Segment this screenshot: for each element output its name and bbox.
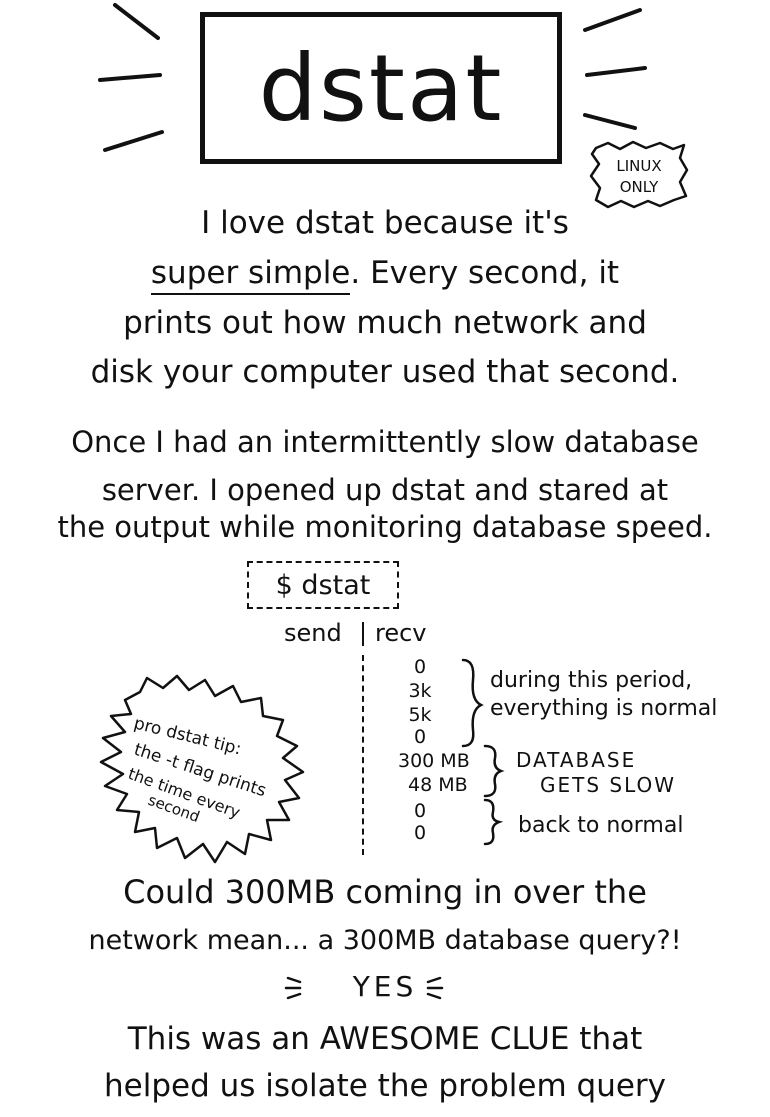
ray-right-2 (585, 66, 647, 77)
note-slow-1: DATABASE (516, 748, 637, 772)
story-line-1: Once I had an intermittently slow databa… (71, 425, 699, 459)
story-line-3: the output while monitoring database spe… (57, 510, 713, 544)
conclusion-line-2: helped us isolate the problem query (103, 1068, 667, 1104)
note-slow-2: GETS SLOW (540, 773, 677, 797)
title-rays (98, 3, 647, 152)
recv-value-4: 0 (413, 726, 427, 748)
yes-exclaim: YES (352, 970, 418, 1003)
recv-value-8: 0 (413, 822, 427, 844)
brace-normal (461, 658, 484, 748)
question-line-2: network mean... a 300MB database query?! (88, 925, 682, 956)
intro-line-4: disk your computer used that second. (90, 354, 680, 390)
recv-value-3: 5k (408, 704, 432, 726)
ray-left-2 (98, 73, 162, 82)
recv-value-7: 0 (413, 800, 427, 822)
intro-line-2: super simple. Every second, it (0, 255, 770, 295)
pro-tip-burst: pro dstat tip: the -t flag prints the ti… (99, 674, 305, 864)
intro-emphasis: super simple (150, 255, 351, 295)
question-line-1: Could 300MB coming in over the (123, 873, 647, 911)
title-box: dstat (200, 12, 562, 164)
ray-left-1 (113, 3, 160, 40)
column-separator-short (362, 622, 364, 646)
column-divider (362, 655, 364, 855)
intro-line-1: I love dstat because it's (201, 205, 569, 241)
badge-line-1: LINUX (616, 157, 661, 175)
recv-value-1: 0 (413, 656, 427, 678)
page-title: dstat (258, 34, 504, 142)
brace-slow (483, 744, 505, 798)
terminal-command: $ dstat (275, 569, 371, 601)
ray-right-1 (583, 8, 642, 32)
yes-burst-marks (284, 976, 444, 1000)
brace-back (483, 798, 504, 846)
note-normal-1: during this period, (490, 668, 693, 693)
recv-value-6: 48 MB (408, 774, 468, 796)
note-back: back to normal (518, 813, 684, 838)
linux-only-badge: LINUX ONLY (589, 140, 689, 209)
conclusion-line-1: This was an AWESOME CLUE that (127, 1021, 643, 1057)
intro-line-3: prints out how much network and (123, 305, 647, 341)
badge-line-2: ONLY (620, 178, 659, 196)
ray-left-3 (103, 130, 164, 152)
terminal-command-box: $ dstat (247, 561, 399, 609)
intro-line-2-rest: . Every second, it (350, 255, 620, 291)
recv-value-2: 3k (408, 680, 432, 702)
note-normal-2: everything is normal (490, 696, 718, 721)
recv-value-5: 300 MB (398, 750, 470, 772)
column-header-recv: recv (375, 619, 427, 647)
story-line-2: server. I opened up dstat and stared at (101, 473, 669, 507)
ray-right-3 (583, 113, 637, 130)
braces (461, 658, 505, 846)
column-header-send: send (284, 619, 342, 647)
